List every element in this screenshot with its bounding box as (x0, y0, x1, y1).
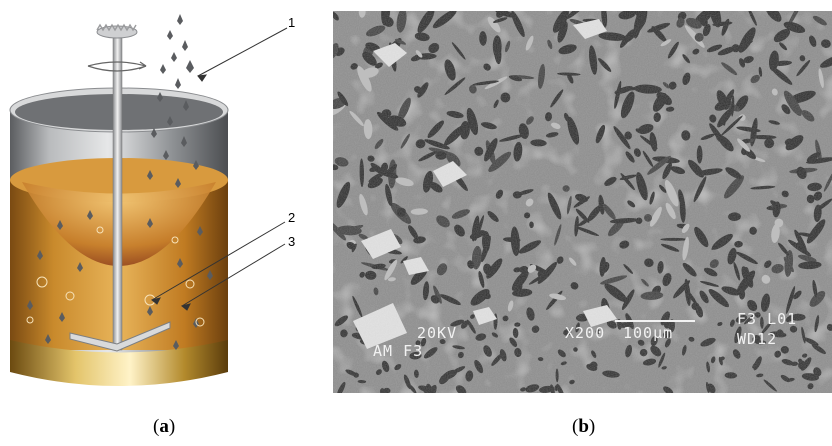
sem-info-bar: 20KV X200 100µm F3 L01 WD12 AM F3 (373, 310, 797, 360)
sem-sample: AM F3 (373, 342, 423, 360)
stir-casting-diagram: 1 2 3 (0, 0, 330, 400)
sem-voltage: 20KV (417, 324, 457, 342)
stirrer (69, 23, 171, 352)
sem-scale: 100µm (623, 324, 673, 342)
reinforcement-particles (27, 14, 213, 350)
sem-wd: WD12 (737, 330, 777, 348)
callout-3: 3 (288, 234, 296, 249)
caption-b: (b) (572, 416, 596, 437)
callout-leaders (150, 27, 288, 311)
sem-micrograph: 20KV X200 100µm F3 L01 WD12 AM F3 (333, 11, 832, 393)
crucible-base (10, 340, 228, 386)
callout-1: 1 (288, 15, 296, 30)
sem-id: F3 L01 (737, 310, 797, 328)
callout-2: 2 (288, 210, 296, 225)
caption-a: (a) (153, 416, 176, 437)
sem-magnification: X200 (565, 324, 605, 342)
